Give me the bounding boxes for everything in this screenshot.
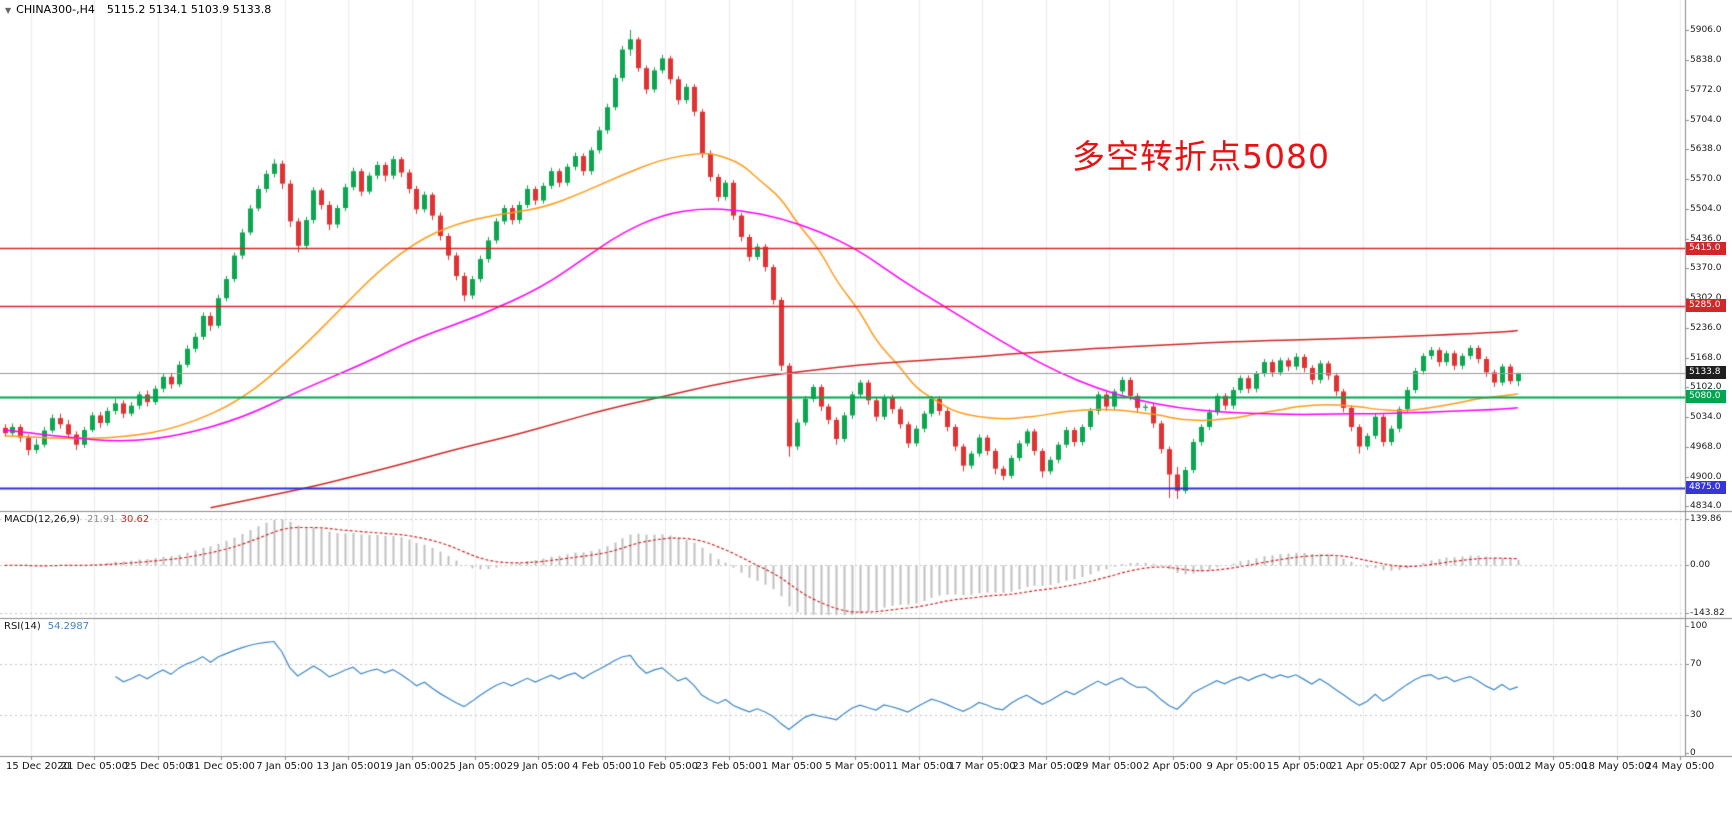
date-label: 21 Apr 05:00: [1330, 761, 1396, 772]
rsi-value: 54.2987: [47, 621, 90, 632]
date-label: 17 Mar 05:00: [948, 761, 1016, 772]
price-scale-label: 5704.0: [1690, 114, 1722, 125]
rsi-indicator-label: RSI(14) 54.2987: [4, 621, 89, 632]
date-label: 15 Dec 2020: [6, 761, 70, 772]
date-label: 21 Dec 05:00: [60, 761, 129, 772]
price-scale-label: 5236.0: [1690, 322, 1722, 333]
price-scale-label: 5168.0: [1690, 352, 1722, 363]
price-tag: 5285.0: [1686, 299, 1726, 313]
symbol-info: ▼ CHINA300-,H4 5115.2 5134.1 5103.9 5133.8: [5, 3, 271, 16]
date-label: 23 Mar 05:00: [1012, 761, 1080, 772]
date-label: 23 Feb 05:00: [695, 761, 762, 772]
price-tag: 5415.0: [1686, 241, 1726, 255]
macd-scale-label: -143.82: [1690, 608, 1725, 618]
date-label: 2 Apr 05:00: [1143, 761, 1202, 772]
date-label: 10 Feb 05:00: [632, 761, 698, 772]
price-scale-label: 5034.0: [1690, 412, 1722, 423]
symbol-label: CHINA300-,H4: [16, 3, 95, 16]
date-label: 4 Feb 05:00: [572, 761, 632, 772]
rsi-scale-label: 100: [1690, 621, 1708, 631]
rsi-scale-label: 0: [1690, 748, 1696, 758]
price-tag: 5133.8: [1686, 366, 1726, 380]
date-label: 13 Jan 05:00: [316, 761, 380, 772]
date-label: 9 Apr 05:00: [1206, 761, 1266, 772]
macd-value: 21.91: [86, 514, 116, 525]
date-label: 25 Dec 05:00: [124, 761, 192, 772]
price-scale-label: 5102.0: [1690, 382, 1722, 392]
price-scale-label: 5504.0: [1690, 203, 1722, 214]
date-label: 12 May 05:00: [1518, 761, 1588, 772]
price-scale-label: 5436.0: [1690, 233, 1722, 244]
date-label: 25 Jan 05:00: [443, 761, 507, 772]
price-scale-label: 5906.0: [1690, 25, 1722, 35]
price-scale-label: 5838.0: [1690, 55, 1722, 66]
macd-scale-label: 139.86: [1690, 514, 1722, 524]
price-scale-label: 4968.0: [1690, 441, 1722, 452]
date-label: 24 May 05:00: [1645, 761, 1715, 772]
price-scale-label: 5302.0: [1690, 293, 1722, 304]
date-label: 31 Dec 05:00: [187, 761, 255, 772]
date-label: 15 Apr 05:00: [1266, 761, 1332, 772]
annotation-text: 多空转折点5080: [1072, 137, 1330, 176]
date-label: 18 May 05:00: [1582, 761, 1651, 772]
price-scale-label: 5370.0: [1690, 263, 1722, 273]
rsi-scale-label: 70: [1690, 659, 1702, 670]
date-label: 1 Mar 05:00: [761, 761, 823, 772]
macd-indicator-label: MACD(12,26,9) 21.91 30.62: [4, 514, 149, 525]
date-label: 5 Mar 05:00: [825, 761, 886, 772]
date-label: 7 Jan 05:00: [256, 761, 314, 772]
date-label: 11 Mar 05:00: [885, 761, 953, 772]
macd-name: MACD(12,26,9): [4, 514, 80, 525]
price-tag: 4875.0: [1686, 481, 1726, 495]
price-scale-label: 5638.0: [1690, 144, 1722, 154]
date-label: 27 Apr 05:00: [1393, 761, 1459, 772]
date-label: 29 Jan 05:00: [506, 761, 571, 772]
macd-scale-label: 0.00: [1690, 560, 1711, 571]
date-label: 29 Mar 05:00: [1075, 761, 1143, 772]
price-tag: 5080.0: [1686, 390, 1726, 404]
macd-signal-value: 30.62: [120, 514, 150, 525]
date-label: 19 Jan 05:00: [379, 761, 444, 772]
price-scale-label: 5570.0: [1690, 174, 1722, 185]
price-scale-label: 5772.0: [1690, 84, 1722, 95]
collapse-triangle-icon[interactable]: ▼: [5, 6, 12, 15]
date-label: 6 May 05:00: [1458, 761, 1521, 772]
price-scale-label: 4900.0: [1690, 471, 1722, 482]
symbol-ohlc-values: 5115.2 5134.1 5103.9 5133.8: [106, 3, 272, 16]
rsi-name: RSI(14): [4, 621, 41, 632]
rsi-scale-label: 30: [1690, 709, 1702, 720]
price-scale-label: 4834.0: [1690, 501, 1722, 511]
